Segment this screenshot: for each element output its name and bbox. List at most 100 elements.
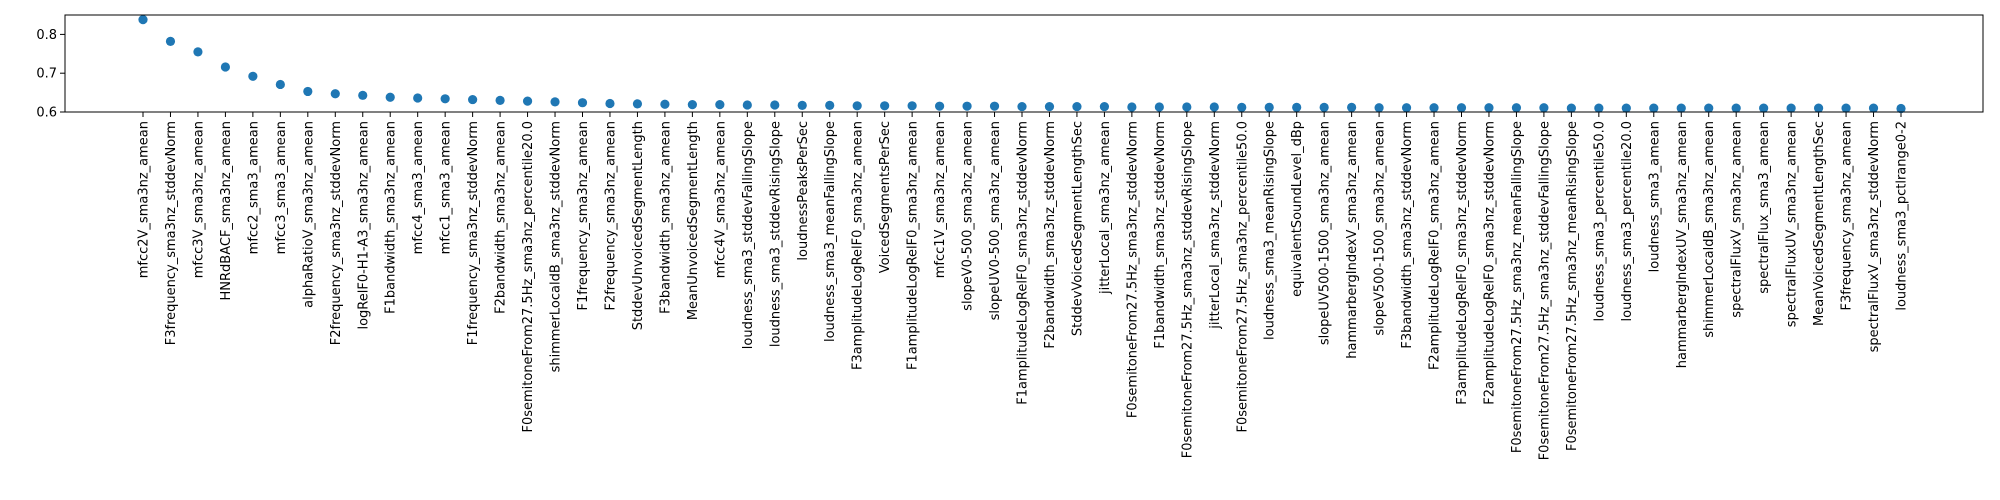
x-tick-label: loudness_sma3_amean (1647, 121, 1662, 272)
x-tick-label: F3frequency_sma3nz_stddevNorm (164, 121, 179, 345)
data-point (1566, 103, 1576, 113)
data-point (770, 100, 780, 110)
data-point (413, 93, 423, 103)
x-tick-label: F2amplitudeLogRelF0_sma3nz_amean (1428, 121, 1443, 370)
x-tick-label: spectralFlux_sma3_amean (1757, 121, 1772, 294)
x-tick-label: F0semitoneFrom27.5Hz_sma3nz_percentile20… (521, 121, 536, 433)
data-point (1154, 102, 1164, 112)
data-point (1539, 103, 1549, 113)
x-tick-label: jitterLocal_sma3nz_stddevNorm (1208, 121, 1223, 330)
data-point (934, 101, 945, 111)
x-tick-label: spectralFluxV_sma3nz_stddevNorm (1867, 121, 1882, 352)
data-point (1759, 103, 1769, 113)
data-point (1099, 101, 1110, 112)
x-tick-label: spectralFluxV_sma3nz_amean (1730, 121, 1745, 318)
data-point (193, 47, 203, 57)
data-point (577, 98, 588, 108)
data-point (797, 100, 807, 111)
data-point (1292, 102, 1302, 112)
x-tick-label: MeanVoicedSegmentLengthSec (1812, 121, 1827, 326)
x-tick-label: alphaRatioV_sma3nz_amean (301, 121, 316, 308)
x-tick-label: F0semitoneFrom27.5Hz_sma3nz_meanFallingS… (1510, 121, 1525, 453)
x-tick-label: VoicedSegmentsPerSec (878, 121, 893, 273)
x-tick-label: loudness_sma3_pctlrange0-2 (1895, 121, 1910, 311)
data-point (1264, 102, 1274, 112)
x-tick-label: mfcc3_sma3_amean (274, 121, 289, 254)
x-tick-label: F3amplitudeLogRelF0_sma3nz_stddevNorm (1455, 121, 1470, 405)
x-tick-label: F3amplitudeLogRelF0_sma3nz_amean (851, 121, 866, 370)
x-tick-label: F1amplitudeLogRelF0_sma3nz_stddevNorm (1016, 121, 1031, 405)
x-tick-label: HNRdBACF_sma3nz_amean (219, 121, 234, 301)
data-point (1044, 101, 1055, 112)
data-point (742, 100, 752, 110)
data-point (1347, 102, 1357, 112)
data-point (1374, 103, 1384, 113)
data-point (1484, 103, 1494, 113)
x-tick-label: F3bandwidth_sma3nz_stddevNorm (1400, 121, 1415, 349)
data-point (138, 15, 148, 25)
x-tick-label: shimmerLocaldB_sma3nz_stddevNorm (549, 121, 564, 372)
data-points (138, 15, 1906, 114)
data-point (1786, 103, 1796, 113)
x-tick-label: logRelF0-H1-A3_sma3nz_amean (356, 121, 371, 330)
data-point (358, 90, 368, 100)
x-tick-label: F1bandwidth_sma3nz_amean (384, 121, 399, 314)
x-tick-label: shimmerLocaldB_sma3nz_amean (1702, 121, 1717, 338)
x-tick-label: mfcc1_sma3_amean (439, 121, 454, 254)
x-tick-label: F1frequency_sma3nz_stddevNorm (466, 121, 481, 345)
x-tick-label: F2bandwidth_sma3nz_amean (494, 121, 509, 314)
x-tick-label: spectralFluxUV_sma3nz_amean (1785, 121, 1800, 327)
x-tick-label: F1bandwidth_sma3nz_stddevNorm (1153, 121, 1168, 349)
data-point (632, 99, 643, 109)
x-tick-label: F1frequency_sma3nz_amean (576, 121, 591, 311)
x-tick-label: mfcc4_sma3_amean (411, 121, 426, 254)
x-tick-label: hammarbergIndexV_sma3nz_amean (1345, 121, 1360, 359)
x-tick-label: MeanUnvoicedSegmentLength (686, 121, 701, 320)
x-tick-label: F0semitoneFrom27.5Hz_sma3nz_stddevFallin… (1537, 121, 1552, 460)
data-point (1319, 102, 1329, 112)
x-tick-label: mfcc2_sma3_amean (246, 121, 261, 254)
data-point (330, 89, 340, 99)
data-point (1731, 103, 1741, 113)
x-tick-label: loudness_sma3_stddevRisingSlope (768, 121, 783, 347)
data-point (687, 100, 697, 110)
y-tick-label: 0.8 (36, 28, 57, 43)
data-point (660, 99, 670, 109)
data-point (1127, 102, 1137, 112)
data-point (880, 101, 890, 111)
x-tick-label: slopeUV500-1500_sma3nz_amean (1318, 121, 1333, 345)
data-point (1456, 103, 1467, 113)
x-tick-label: equivalentSoundLevel_dBp (1290, 121, 1305, 297)
x-tick-label: mfcc2V_sma3nz_amean (137, 121, 152, 278)
x-tick-label: StddevUnvoicedSegmentLength (631, 121, 646, 330)
x-tick-label: F2frequency_sma3nz_stddevNorm (329, 121, 344, 345)
x-tick-label: F2frequency_sma3nz_amean (603, 121, 618, 311)
x-tick-label: F3frequency_sma3nz_amean (1840, 121, 1855, 311)
data-point (1429, 103, 1439, 113)
data-point (165, 36, 176, 46)
data-point (1676, 103, 1686, 113)
data-point (825, 100, 835, 111)
data-point (1868, 103, 1879, 113)
x-tick-label: slopeV0-500_sma3nz_amean (961, 121, 976, 311)
data-point (715, 100, 725, 110)
data-point (1704, 103, 1714, 113)
data-point (385, 92, 395, 102)
y-axis: 0.6 0.7 0.8 (36, 28, 65, 121)
data-point (852, 101, 862, 111)
data-point (468, 94, 478, 105)
data-point (440, 94, 450, 104)
x-tick-label: loudness_sma3_meanFallingSlope (823, 121, 838, 342)
data-point (907, 101, 917, 111)
x-tick-label: F0semitoneFrom27.5Hz_sma3nz_stddevNorm (1125, 121, 1140, 418)
data-point (1182, 102, 1192, 112)
x-tick-label: loudness_sma3_stddevFallingSlope (741, 121, 756, 349)
x-tick-label: mfcc3V_sma3nz_amean (191, 121, 206, 278)
x-tick-label: F2amplitudeLogRelF0_sma3nz_stddevNorm (1482, 121, 1497, 405)
y-tick-label: 0.7 (36, 67, 57, 82)
data-point (1621, 103, 1631, 113)
data-point (220, 62, 231, 72)
data-point (248, 71, 258, 81)
